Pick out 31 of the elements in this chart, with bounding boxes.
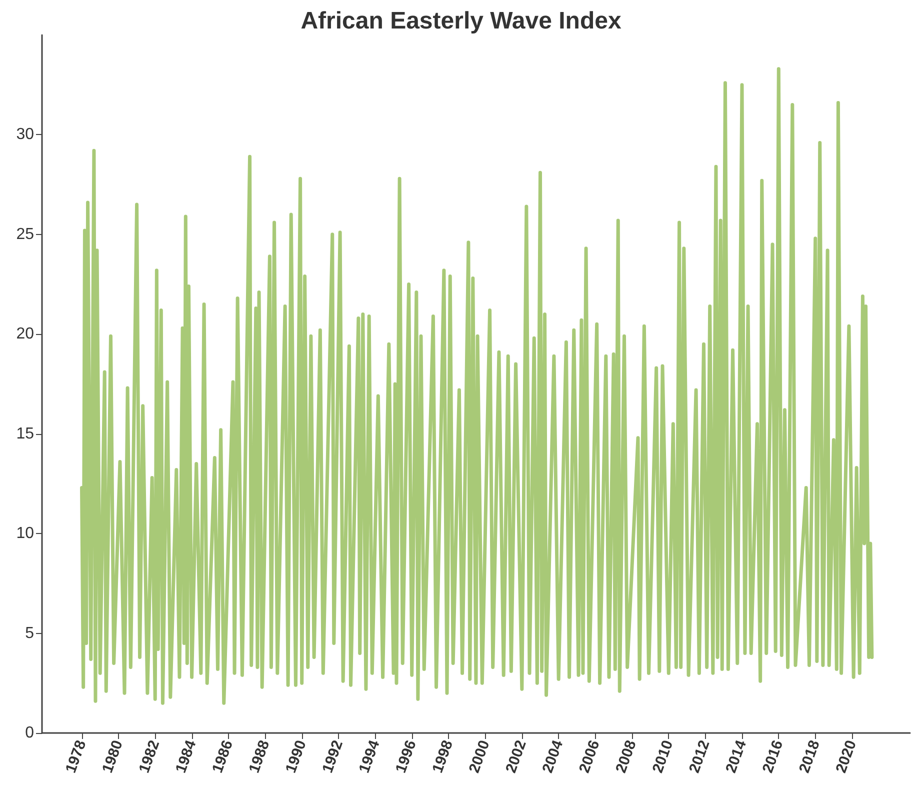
x-tick-label: 1996 bbox=[392, 738, 420, 776]
x-tick-label: 1990 bbox=[282, 738, 310, 776]
x-tick-label: 1982 bbox=[136, 738, 164, 776]
y-tick-label: 10 bbox=[16, 525, 34, 542]
x-tick-label: 1980 bbox=[99, 738, 126, 776]
x-tick-label: 2012 bbox=[686, 738, 714, 776]
y-tick-label: 0 bbox=[25, 724, 34, 742]
y-tick-label: 30 bbox=[16, 126, 34, 144]
x-tick-label: 1988 bbox=[246, 738, 274, 776]
x-tick-label: 1978 bbox=[62, 738, 90, 776]
x-tick-label: 2000 bbox=[466, 738, 494, 776]
x-tick-label: 2010 bbox=[649, 738, 677, 776]
x-tick-label: 2008 bbox=[612, 738, 640, 776]
x-tick-label: 2002 bbox=[502, 738, 530, 776]
x-tick-label: 2014 bbox=[722, 737, 750, 776]
x-tick-label: 2020 bbox=[832, 738, 860, 776]
x-tick-label: 1984 bbox=[172, 737, 200, 776]
line-series bbox=[80, 67, 874, 705]
x-tick-label: 2006 bbox=[576, 738, 604, 776]
x-tick-label: 1994 bbox=[356, 737, 384, 776]
x-tick-label: 2016 bbox=[759, 738, 787, 776]
x-tick-label: 2018 bbox=[796, 738, 824, 776]
chart-title: African Easterly Wave Index bbox=[300, 8, 622, 34]
y-tick-label: 20 bbox=[16, 326, 34, 343]
x-tick-label: 1992 bbox=[319, 738, 346, 776]
x-tick-label: 1986 bbox=[209, 738, 236, 776]
y-tick-label: 5 bbox=[25, 624, 34, 642]
y-tick-label: 15 bbox=[16, 425, 34, 442]
x-tick-label: 2004 bbox=[539, 737, 567, 776]
y-tick-label: 25 bbox=[16, 226, 34, 243]
x-tick-label: 1998 bbox=[429, 738, 457, 776]
